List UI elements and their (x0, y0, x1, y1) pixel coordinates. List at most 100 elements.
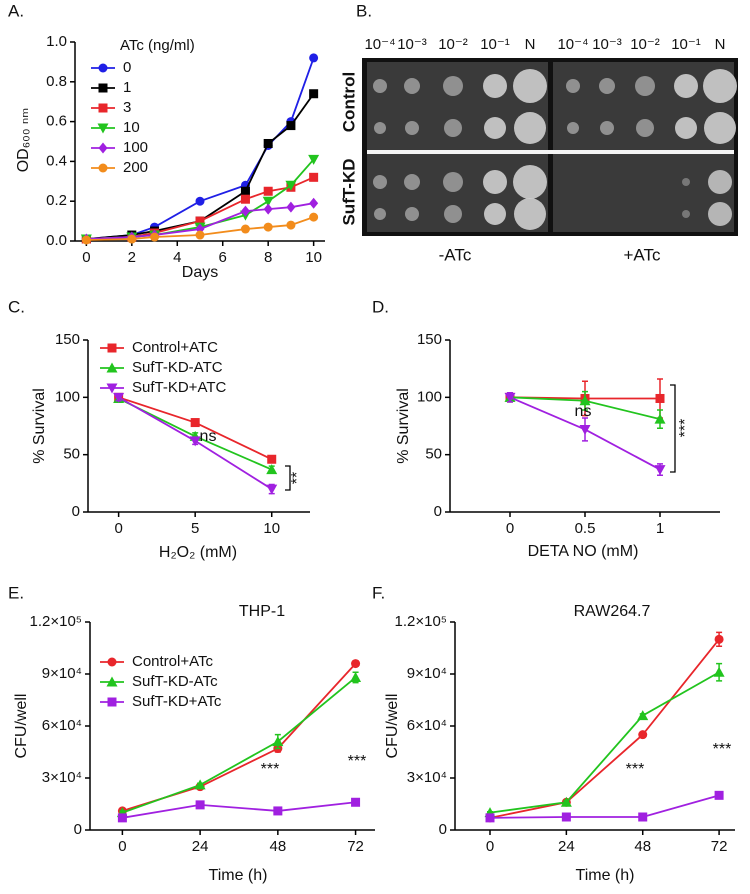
legend-label: SufT-KD+ATC (132, 379, 226, 396)
marker (654, 465, 666, 476)
marker (638, 730, 648, 740)
y-tick-label: 0 (74, 821, 82, 838)
marker (351, 659, 361, 669)
marker (195, 230, 205, 240)
y-tick-label: 150 (55, 331, 80, 348)
marker (285, 180, 297, 191)
y-tick-label: 0.8 (46, 73, 67, 90)
y-tick-label: 9×10⁴ (407, 665, 447, 682)
spot (708, 170, 732, 194)
marker (654, 413, 666, 424)
marker (637, 710, 649, 721)
marker (263, 203, 273, 215)
x-axis-title: DETA NO (mM) (528, 543, 639, 560)
legend-marker (98, 142, 108, 154)
spot (514, 112, 546, 144)
spot (444, 205, 462, 223)
legend-label: 10 (123, 119, 140, 136)
marker (351, 797, 361, 807)
spot (566, 79, 580, 93)
legend-marker (106, 676, 118, 687)
x-tick-label: 48 (269, 838, 286, 855)
marker (127, 234, 137, 244)
spot (674, 74, 698, 98)
legend-label: 200 (123, 159, 148, 176)
legend-label: Control+ATc (132, 653, 214, 670)
spot (708, 202, 732, 226)
annotation: *** (626, 761, 645, 778)
x-tick-label: 24 (558, 838, 575, 855)
x-tick-label: 0.5 (575, 520, 596, 537)
marker (309, 212, 319, 222)
marker (350, 671, 362, 682)
annotation: *** (261, 761, 280, 778)
marker (113, 392, 125, 403)
y-tick-label: 6×10⁴ (407, 717, 447, 734)
y-axis-title: % Survival (31, 388, 48, 464)
marker (267, 454, 277, 464)
marker (560, 796, 572, 807)
marker (262, 196, 274, 207)
marker (309, 197, 319, 209)
dilution-label: N (715, 36, 726, 53)
legend-label: 1 (123, 79, 131, 96)
marker (286, 201, 296, 213)
legend-marker (107, 697, 117, 707)
marker (714, 634, 724, 644)
marker (263, 186, 273, 196)
spot (635, 76, 655, 96)
marker (240, 224, 250, 234)
x-tick-label: 6 (219, 249, 227, 266)
legend-marker (98, 63, 108, 73)
x-axis-title: Days (182, 264, 218, 281)
dilution-label: 10⁻⁴ (557, 36, 588, 53)
legend-title: ATc (ng/ml) (120, 37, 195, 54)
series-line (489, 794, 720, 819)
series-line (489, 638, 720, 819)
series-line (118, 396, 273, 461)
y-axis-title: OD₆₀₀ ₙₘ (15, 108, 32, 173)
marker (150, 232, 160, 242)
series-line (122, 676, 357, 814)
dilution-label: 10⁻² (630, 36, 660, 53)
spot (484, 203, 506, 225)
y-tick-label: 0 (434, 503, 442, 520)
legend-label: 3 (123, 99, 131, 116)
marker (655, 393, 665, 403)
y-tick-label: 9×10⁴ (42, 665, 82, 682)
x-tick-label: 24 (192, 838, 209, 855)
legend-marker (98, 83, 108, 93)
series-line (489, 671, 720, 814)
y-tick-label: 0 (72, 503, 80, 520)
divider (367, 150, 734, 154)
spot (443, 76, 463, 96)
y-tick-label: 1.2×10⁵ (394, 613, 447, 630)
x-tick-label: 10 (263, 520, 280, 537)
x-tick-label: 5 (191, 520, 199, 537)
marker (309, 172, 319, 182)
marker (309, 89, 319, 99)
annotation: *** (713, 741, 732, 758)
chart-title: RAW264.7 (574, 603, 651, 620)
spot (405, 121, 419, 135)
spot (704, 112, 736, 144)
spot (703, 69, 737, 103)
legend-marker (107, 343, 117, 353)
marker (263, 138, 273, 148)
marker (579, 395, 591, 406)
spot (513, 69, 547, 103)
legend-label: Control+ATC (132, 339, 218, 356)
x-tick-label: 10 (305, 249, 322, 266)
y-tick-label: 3×10⁴ (407, 769, 447, 786)
x-axis-title: Time (h) (576, 867, 635, 884)
marker (579, 424, 591, 435)
x-axis-title: H₂O₂ (mM) (159, 544, 237, 561)
marker (263, 222, 273, 232)
dilution-label: 10⁻⁴ (364, 36, 395, 53)
x-tick-label: 1 (656, 520, 664, 537)
marker (240, 194, 250, 204)
spot (373, 79, 387, 93)
y-tick-label: 0.0 (46, 232, 67, 249)
marker (638, 812, 648, 822)
